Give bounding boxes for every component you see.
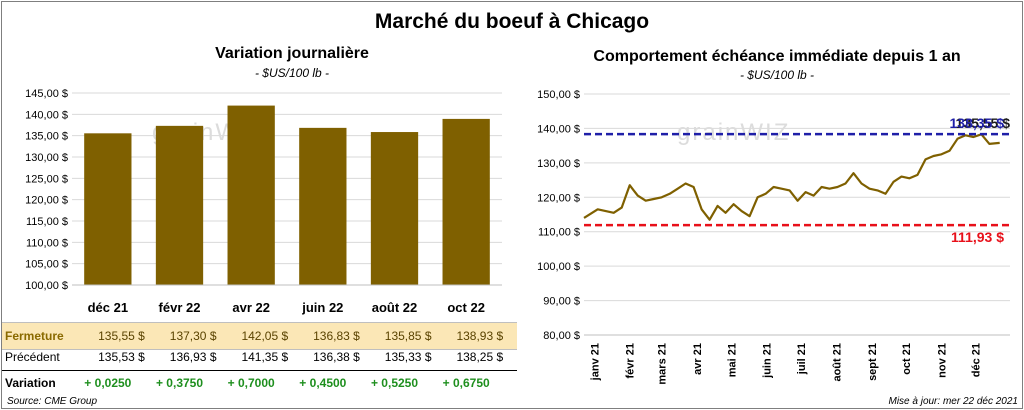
bar-y-tick-label: 110,00 $ (26, 237, 68, 249)
close-value-cell: 137,30 $ (169, 329, 217, 343)
close-value-cell: 136,83 $ (313, 329, 360, 343)
variation-value-cell: + 0,6750 (442, 376, 490, 390)
variation-value-cell: + 0,7000 (227, 376, 275, 390)
bar (155, 125, 204, 285)
bar-y-tick-label: 145,00 $ (25, 88, 68, 100)
bar-chart: 100,00 $ 105,00 $ 110,00 $ 115,00 $ 120,00 $… (25, 88, 502, 292)
line-y-tick-label: 140,00 $ (537, 123, 580, 135)
table-row-variation: Variation + 0,0250 + 0,3750 + 0,7000 + 0,45… (2, 370, 517, 396)
table-row-previous: Précédent 135,53 $ 136,93 $ 141,35 $ 136,38… (2, 344, 517, 371)
close-value-cell: 135,85 $ (384, 329, 432, 343)
line-x-tick-label: sept 21 (867, 343, 879, 381)
line-y-tick-label: 120,00 $ (537, 192, 580, 204)
max-price-label: 138,35 $ (950, 115, 1005, 131)
min-price-label: 111,93 $ (951, 229, 1004, 245)
bar-y-tick-label: 135,00 $ (25, 131, 68, 143)
previous-label: Précédent (5, 350, 60, 364)
line-chart: 80,00 $ 90,00 $ 100,00 $ 110,00 $ 120,00 $ 13… (537, 89, 1011, 385)
bar (370, 132, 419, 285)
bar-chart-title: Variation journalière (215, 45, 369, 62)
header-category-cell: juin 22 (302, 300, 344, 315)
variation-value-cell: + 0,3750 (155, 376, 204, 390)
line-x-tick-label: avr 21 (692, 343, 704, 375)
bar-y-tick-label: 125,00 $ (25, 173, 68, 185)
bar (227, 105, 275, 285)
last-price-label: 135,55 $ (956, 115, 1011, 131)
variation-value-cell: + 0,4500 (299, 376, 347, 390)
main-title: Marché du boeuf à Chicago (374, 10, 650, 33)
close-label: Fermeture (5, 329, 64, 343)
table-row-close: Fermeture 135,55 $ 137,30 $ 142,05 $ 136,83… (2, 322, 517, 350)
bar (299, 127, 347, 285)
header-category-cell: déc 21 (87, 300, 129, 315)
line-x-tick-label: nov 21 (936, 343, 948, 378)
line-y-tick-label: 90,00 $ (543, 296, 580, 308)
update-note: Mise à jour: mer 22 déc 2021 (888, 396, 1018, 407)
line-x-tick-label: août 21 (831, 343, 843, 382)
previous-value-cell: 138,25 $ (456, 350, 504, 364)
line-x-tick-label: janv 21 (589, 343, 601, 381)
table-header-row: déc 21 févr 22 avr 22 juin 22 août 22 oct 22 (2, 294, 517, 320)
line-chart-unit: - $US/100 lb - (739, 68, 815, 82)
line-y-tick-label: 110,00 $ (538, 227, 580, 239)
previous-value-cell: 136,93 $ (169, 350, 217, 364)
header-category-cell: oct 22 (447, 300, 485, 315)
header-category-cell: avr 22 (232, 300, 270, 315)
bar (84, 133, 132, 285)
bar (442, 118, 490, 285)
previous-value-cell: 135,33 $ (384, 350, 432, 364)
line-x-tick-label: mai 21 (726, 343, 738, 377)
watermark-logo: grainWIZ (677, 119, 790, 146)
line-y-tick-label: 100,00 $ (537, 261, 580, 273)
bar-y-tick-label: 100,00 $ (25, 280, 68, 292)
previous-value-cell: 135,53 $ (98, 350, 145, 364)
variation-label: Variation (5, 376, 56, 390)
line-x-tick-label: juin 21 (762, 343, 774, 379)
close-value-cell: 138,93 $ (456, 329, 504, 343)
line-x-tick-label: juil 21 (796, 343, 808, 375)
previous-value-cell: 136,38 $ (313, 350, 360, 364)
line-y-tick-label: 150,00 $ (537, 89, 580, 101)
bar-y-tick-label: 105,00 $ (25, 259, 68, 271)
price-series-line (583, 133, 1000, 221)
close-value-cell: 135,55 $ (98, 329, 145, 343)
header-category-cell: août 22 (371, 300, 418, 315)
bar-y-tick-label: 120,00 $ (25, 195, 68, 207)
bar-y-tick-label: 140,00 $ (25, 109, 68, 121)
line-y-tick-label: 130,00 $ (537, 158, 580, 170)
header-category-cell: févr 22 (158, 300, 201, 315)
bar-chart-unit: - $US/100 lb - (254, 66, 330, 80)
bar-y-tick-label: 115,00 $ (26, 216, 68, 228)
bar-y-tick-label: 130,00 $ (25, 152, 68, 164)
source-note: Source: CME Group (7, 396, 98, 407)
line-chart-title: Comportement échéance immédiate depuis 1… (593, 48, 961, 65)
line-x-tick-label: déc 21 (971, 343, 983, 377)
variation-value-cell: + 0,0250 (84, 376, 132, 390)
line-x-tick-label: mars 21 (657, 343, 669, 385)
previous-value-cell: 141,35 $ (241, 350, 289, 364)
line-x-tick-label: oct 21 (901, 343, 913, 375)
line-x-tick-label: févr 21 (625, 343, 637, 378)
close-value-cell: 142,05 $ (241, 329, 289, 343)
variation-value-cell: + 0,5250 (370, 376, 419, 390)
line-y-tick-label: 80,00 $ (543, 330, 580, 342)
